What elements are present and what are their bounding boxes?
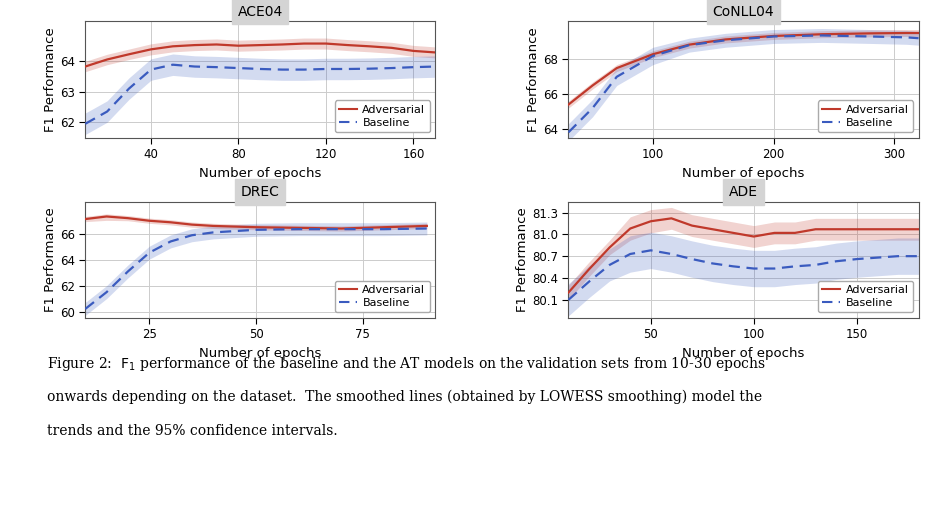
Text: onwards depending on the dataset.  The smoothed lines (obtained by LOWESS smooth: onwards depending on the dataset. The sm…: [47, 390, 762, 404]
Y-axis label: F1 Performance: F1 Performance: [45, 207, 57, 312]
X-axis label: Number of epochs: Number of epochs: [199, 347, 321, 360]
X-axis label: Number of epochs: Number of epochs: [683, 166, 805, 180]
Legend: Adversarial, Baseline: Adversarial, Baseline: [334, 281, 430, 313]
Text: Figure 2:  $\mathrm{F}_1$ performance of the baseline and the AT models on the v: Figure 2: $\mathrm{F}_1$ performance of …: [47, 355, 766, 373]
Title: DREC: DREC: [241, 185, 279, 199]
Y-axis label: F1 Performance: F1 Performance: [527, 27, 540, 132]
Legend: Adversarial, Baseline: Adversarial, Baseline: [818, 281, 913, 313]
Title: ACE04: ACE04: [238, 5, 283, 19]
Legend: Adversarial, Baseline: Adversarial, Baseline: [334, 100, 430, 132]
Title: ADE: ADE: [729, 185, 758, 199]
Y-axis label: F1 Performance: F1 Performance: [516, 207, 529, 312]
Title: CoNLL04: CoNLL04: [713, 5, 775, 19]
Y-axis label: F1 Performance: F1 Performance: [45, 27, 57, 132]
X-axis label: Number of epochs: Number of epochs: [683, 347, 805, 360]
Text: trends and the 95% confidence intervals.: trends and the 95% confidence intervals.: [47, 424, 338, 438]
Legend: Adversarial, Baseline: Adversarial, Baseline: [818, 100, 913, 132]
X-axis label: Number of epochs: Number of epochs: [199, 166, 321, 180]
